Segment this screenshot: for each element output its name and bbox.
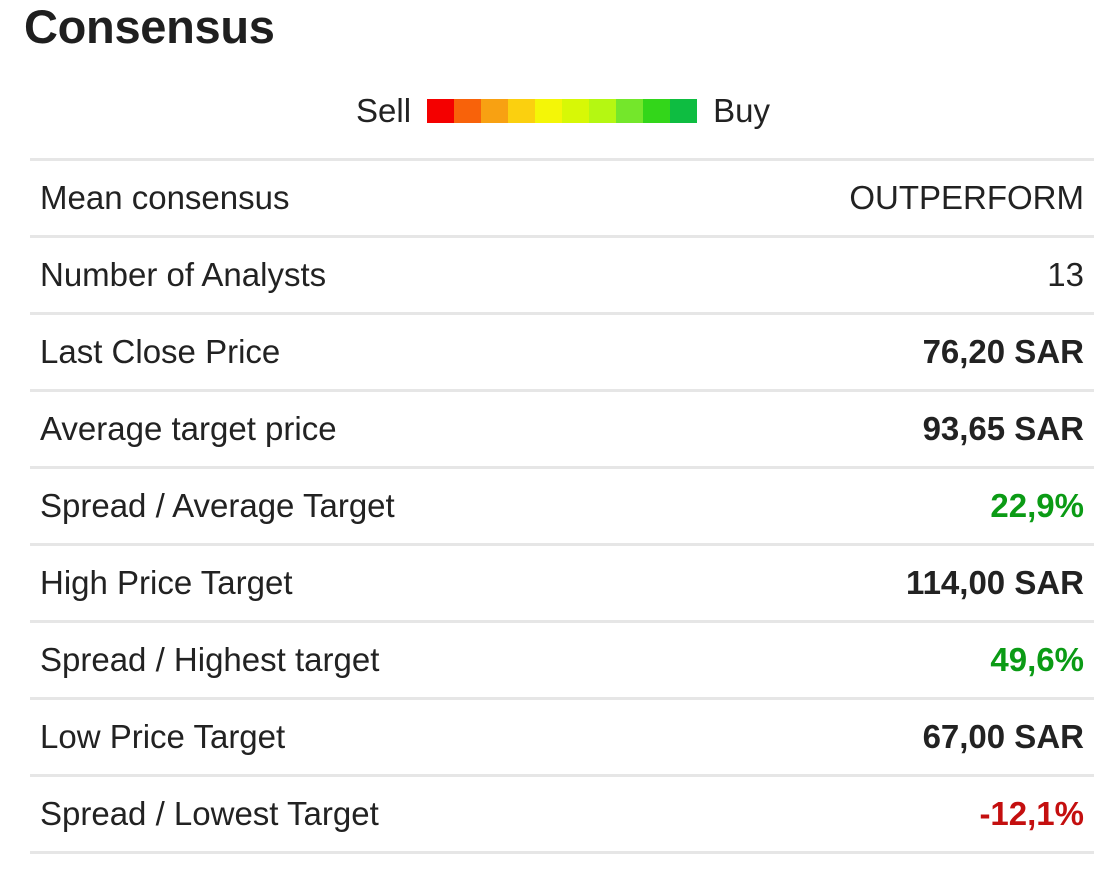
- table-row-low-price-target: Low Price Target 67,00 SAR: [30, 700, 1094, 777]
- table-row-mean-consensus: Mean consensus OUTPERFORM: [30, 161, 1094, 238]
- scale-buy-label: Buy: [713, 92, 770, 129]
- table-row-high-price-target: High Price Target 114,00 SAR: [30, 546, 1094, 623]
- scale-segment-2: [454, 99, 482, 123]
- sell-buy-color-bar: [427, 99, 698, 123]
- row-value: 49,6%: [990, 641, 1084, 678]
- row-label: Spread / Lowest Target: [40, 795, 379, 832]
- row-value: 67,00 SAR: [922, 718, 1084, 755]
- row-label: Last Close Price: [40, 333, 281, 370]
- row-value: 114,00 SAR: [906, 564, 1084, 601]
- scale-segment-5: [535, 99, 563, 123]
- row-label: Average target price: [40, 410, 337, 447]
- table-row-number-of-analysts: Number of Analysts 13: [30, 238, 1094, 315]
- table-row-spread-highest-target: Spread / Highest target 49,6%: [30, 623, 1094, 700]
- scale-segment-10: [670, 99, 698, 123]
- row-label: Mean consensus: [40, 179, 290, 216]
- scale-segment-6: [562, 99, 590, 123]
- table-row-last-close-price: Last Close Price 76,20 SAR: [30, 315, 1094, 392]
- scale-sell-label: Sell: [356, 92, 412, 129]
- scale-segment-8: [616, 99, 644, 123]
- table-row-spread-average-target: Spread / Average Target 22,9%: [30, 469, 1094, 546]
- row-label: High Price Target: [40, 564, 293, 601]
- row-label: Spread / Average Target: [40, 487, 395, 524]
- scale-segment-4: [508, 99, 536, 123]
- scale-segment-3: [481, 99, 509, 123]
- scale-segment-7: [589, 99, 617, 123]
- row-value: 13: [1047, 256, 1084, 293]
- table-row-average-target-price: Average target price 93,65 SAR: [30, 392, 1094, 469]
- consensus-scale: Sell Buy: [0, 88, 1096, 134]
- table-row-spread-lowest-target: Spread / Lowest Target -12,1%: [30, 777, 1094, 854]
- scale-segment-9: [643, 99, 671, 123]
- row-value: -12,1%: [979, 795, 1084, 832]
- row-value: OUTPERFORM: [849, 179, 1084, 216]
- row-label: Spread / Highest target: [40, 641, 380, 678]
- row-value: 76,20 SAR: [922, 333, 1084, 370]
- row-value: 93,65 SAR: [922, 410, 1084, 447]
- row-value: 22,9%: [990, 487, 1084, 524]
- page-title: Consensus: [24, 0, 275, 53]
- row-label: Low Price Target: [40, 718, 286, 755]
- row-label: Number of Analysts: [40, 256, 327, 293]
- scale-segment-1: [427, 99, 455, 123]
- consensus-table: Mean consensus OUTPERFORM Number of Anal…: [30, 158, 1094, 854]
